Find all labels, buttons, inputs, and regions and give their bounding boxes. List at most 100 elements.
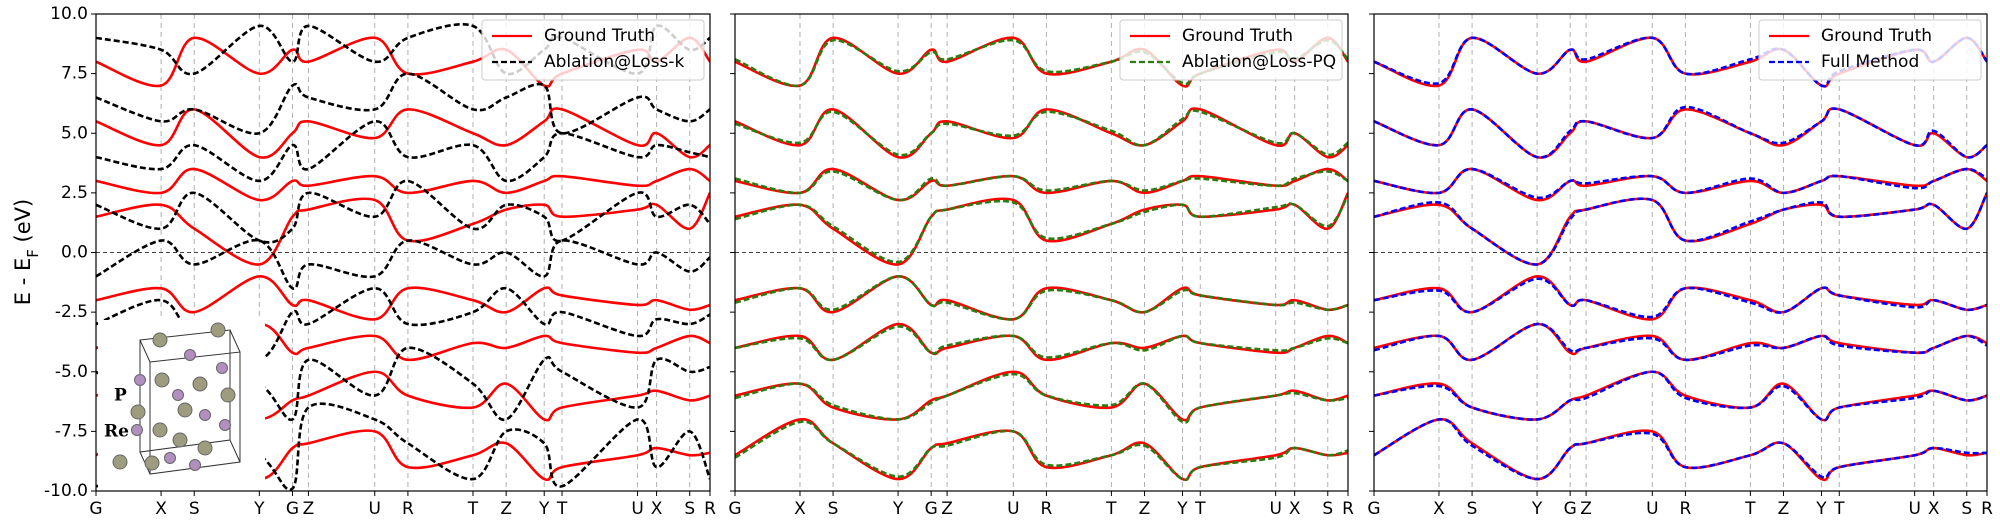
y-label-unit: (eV) (11, 199, 35, 249)
x-tick-label: Z (1778, 499, 1790, 519)
band-line (96, 72, 710, 135)
y-label-sub: F (24, 249, 42, 258)
x-tick-label: S (1322, 499, 1333, 519)
x-tick-label: R (704, 499, 716, 519)
plot-frame (95, 13, 711, 492)
plot-frame (734, 13, 1349, 492)
x-tick-label: R (1040, 499, 1052, 519)
x-tick-label: S (1961, 499, 1972, 519)
legend-label: Ablation@Loss-PQ (1182, 52, 1336, 72)
bands (1374, 36, 1987, 482)
legend-label: Ground Truth (1821, 26, 1932, 46)
y-tick-label: 2.5 (61, 183, 88, 203)
x-tick-label: U (1908, 499, 1920, 519)
atom-p (216, 362, 228, 374)
plot-frame (1373, 13, 1988, 492)
band-line (735, 170, 1348, 202)
legend-box (1119, 19, 1343, 81)
inset-label: Re (104, 422, 129, 442)
band-line (96, 179, 710, 244)
x-tick-label: T (556, 499, 568, 519)
x-tick-label: T (1105, 499, 1117, 519)
x-tick-label: U (1646, 499, 1658, 519)
x-tick-label: Y (538, 499, 550, 519)
x-tick-label: Z (303, 499, 315, 519)
band-line (96, 167, 710, 202)
band-line (735, 194, 1348, 264)
legend-box (1758, 19, 1982, 81)
band-line (1374, 322, 1987, 362)
band-line (735, 322, 1348, 362)
atom-re (152, 422, 168, 438)
x-tick-label: G (286, 499, 299, 519)
bands (735, 36, 1348, 482)
band-line (1374, 167, 1987, 199)
x-tick-label: U (1007, 499, 1019, 519)
atom-re (154, 372, 170, 388)
x-tick-label: T (1833, 499, 1845, 519)
atom-p (172, 389, 184, 401)
atom-p (164, 452, 176, 464)
atom-re (112, 454, 128, 470)
x-tick-label: T (467, 499, 479, 519)
y-tick-label: -10.0 (44, 481, 88, 501)
x-tick-label: R (402, 499, 414, 519)
band-line (1374, 370, 1987, 422)
atom-re (210, 322, 226, 338)
inset-cell (139, 329, 241, 475)
x-tick-label: Z (1580, 499, 1592, 519)
y-tick-label: -5.0 (55, 362, 88, 382)
x-tick-label: G (1367, 499, 1380, 519)
band-line (735, 325, 1348, 362)
band-line (735, 370, 1348, 422)
y-tick-label: -2.5 (55, 302, 88, 322)
x-tick-label: X (155, 499, 167, 519)
y-tick-label: 0.0 (61, 243, 88, 263)
band-line (735, 167, 1348, 202)
band-line (1374, 322, 1987, 362)
x-tick-label: X (1928, 499, 1940, 519)
band-line (735, 372, 1348, 424)
band-line (96, 120, 710, 183)
x-tick-label: T (1194, 499, 1206, 519)
atom-re (192, 376, 208, 392)
legend: Ground Truth Ablation@Loss-k (481, 19, 705, 81)
band-line (1374, 418, 1987, 481)
y-tick-label: -7.5 (55, 421, 88, 441)
x-tick-label: S (1467, 499, 1478, 519)
atom-re (172, 432, 188, 448)
x-tick-label: S (684, 499, 695, 519)
legend: Ground Truth Full Method (1758, 19, 1982, 81)
y-tick-label: 7.5 (61, 64, 88, 84)
x-tick-label: R (1981, 499, 1993, 519)
legend-label: Ablation@Loss-k (544, 52, 685, 72)
band-line (1374, 192, 1987, 266)
x-tick-label: U (631, 499, 643, 519)
atom-p (199, 409, 211, 421)
atom-re (152, 332, 168, 348)
x-tick-label: X (1289, 499, 1301, 519)
atom-p (189, 459, 201, 471)
x-tick-label: Z (1139, 499, 1151, 519)
band-line (735, 275, 1348, 321)
band-line (735, 109, 1348, 157)
x-tick-label: G (89, 499, 102, 519)
x-tick-label: G (925, 499, 938, 519)
x-tick-label: U (369, 499, 381, 519)
x-tick-label: S (189, 499, 200, 519)
legend: Ground Truth Ablation@Loss-PQ (1119, 19, 1343, 81)
x-tick-label: G (1564, 499, 1577, 519)
band-line (96, 192, 710, 266)
band-line (96, 275, 710, 321)
band-line (1374, 105, 1987, 159)
inset-label: P (114, 386, 127, 406)
atom-p (184, 349, 196, 361)
x-tick-label: Y (1815, 499, 1827, 519)
band-line (1374, 36, 1987, 88)
band-line (735, 420, 1348, 482)
x-tick-label: Y (253, 499, 265, 519)
legend-label: Ground Truth (544, 26, 655, 46)
